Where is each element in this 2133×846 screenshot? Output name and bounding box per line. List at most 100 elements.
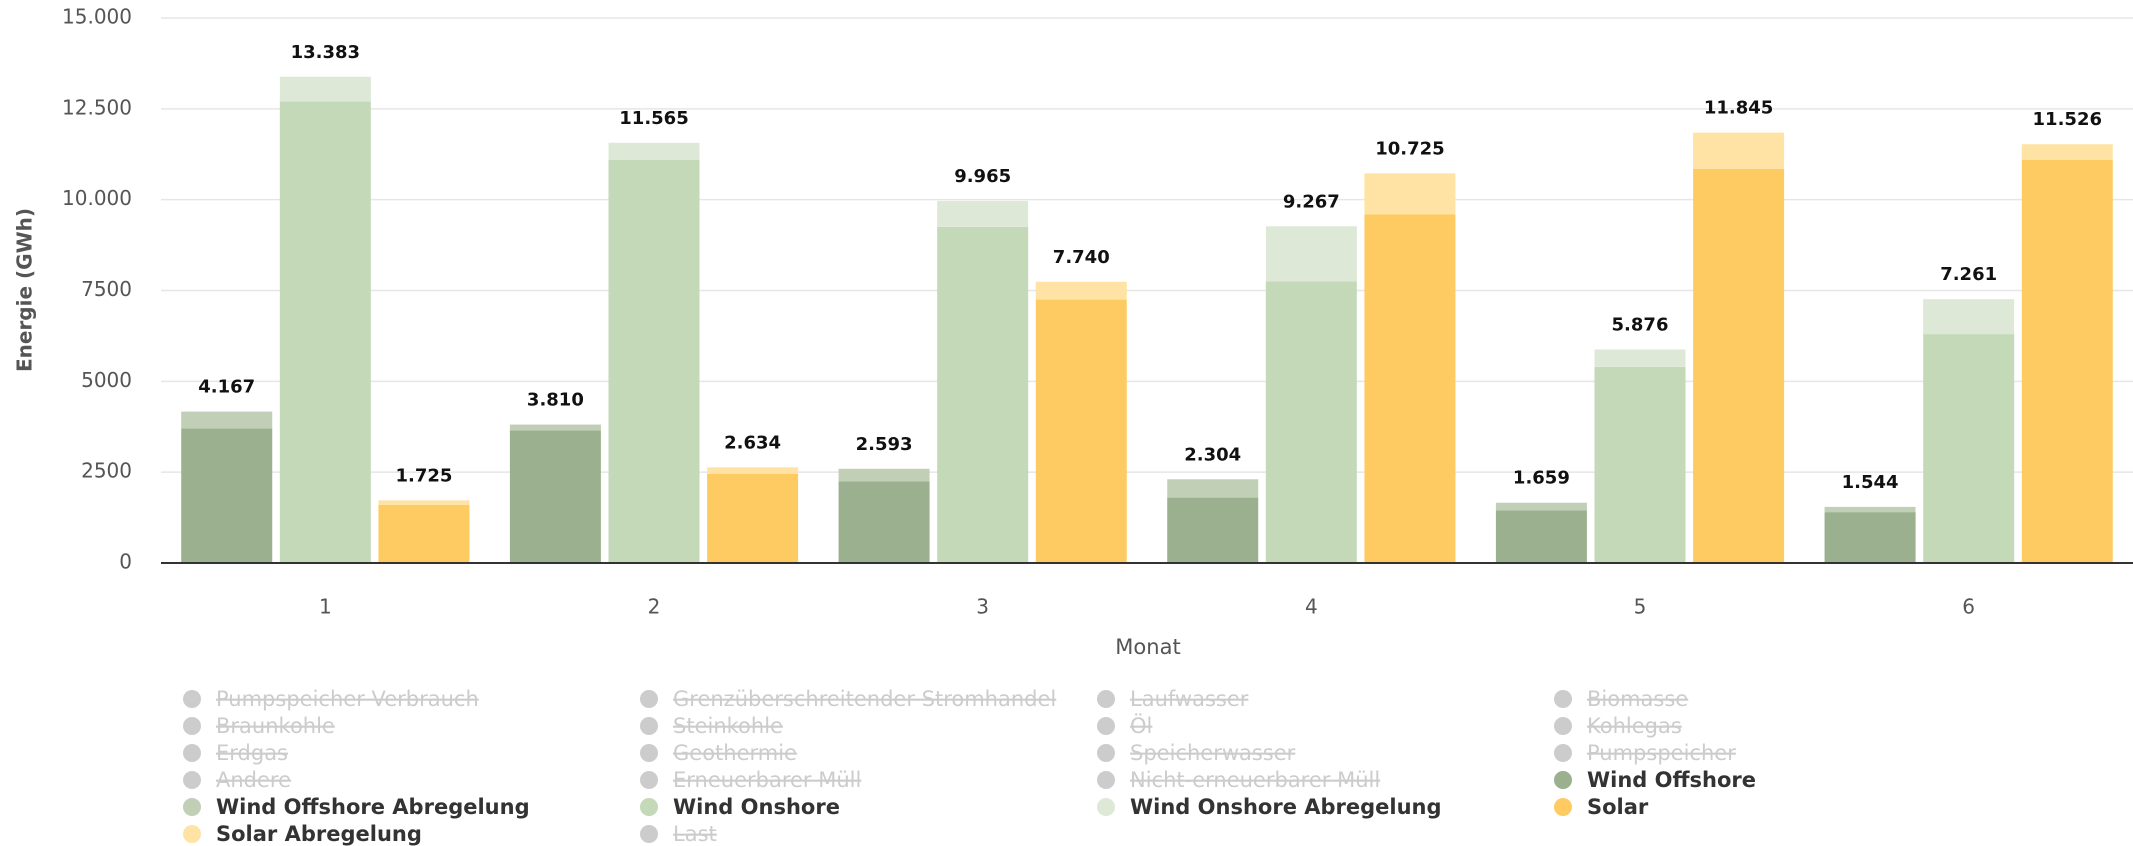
legend-marker (1554, 798, 1572, 816)
legend-label[interactable]: Wind Onshore (673, 795, 840, 819)
bar-segment (1923, 299, 2015, 335)
total-label: 11.526 (2033, 109, 2102, 130)
legend-label[interactable]: Laufwasser (1130, 687, 1249, 711)
total-label: 2.593 (856, 434, 913, 455)
total-label: 1.659 (1513, 468, 1570, 489)
y-tick-label: 12.500 (62, 95, 132, 119)
legend-marker (1554, 690, 1572, 708)
legend-label[interactable]: Erneuerbarer Müll (673, 768, 861, 792)
legend-label[interactable]: Andere (216, 768, 291, 792)
legend-label[interactable]: Wind Offshore Abregelung (216, 795, 530, 819)
x-tick-label: 5 (1634, 595, 1647, 619)
y-tick-label: 15.000 (62, 5, 132, 29)
legend-label[interactable]: Biomasse (1587, 687, 1688, 711)
bar-segment (509, 430, 601, 563)
bar-segment (1364, 173, 1456, 215)
bar-segment (181, 428, 273, 563)
bar-segment (1594, 366, 1686, 563)
legend-label[interactable]: Braunkohle (216, 714, 335, 738)
total-label: 13.383 (291, 42, 360, 63)
x-tick-label: 1 (319, 595, 332, 619)
total-label: 11.565 (619, 108, 688, 129)
total-label: 2.304 (1184, 444, 1241, 465)
bar-segment (937, 200, 1029, 227)
bar-segment (838, 481, 930, 563)
legend-marker (1097, 717, 1115, 735)
bar-segment (1167, 479, 1259, 498)
bar-segment (707, 467, 799, 474)
total-label: 1.544 (1842, 472, 1899, 493)
total-label: 7.740 (1053, 247, 1110, 268)
bar-segment (1824, 512, 1916, 563)
legend-marker (640, 798, 658, 816)
legend-label[interactable]: Erdgas (216, 741, 288, 765)
legend-label[interactable]: Solar Abregelung (216, 822, 422, 846)
total-label: 5.876 (1612, 315, 1669, 336)
bar-segment (181, 411, 273, 429)
bar-segment (1824, 506, 1916, 513)
legend-marker (640, 717, 658, 735)
total-label: 4.167 (198, 377, 255, 398)
total-label: 7.261 (1940, 264, 1997, 285)
bar-segment (608, 159, 700, 563)
bar-segment (1035, 299, 1127, 563)
total-label: 3.810 (527, 390, 584, 411)
legend-marker (183, 798, 201, 816)
bar-segment (2021, 144, 2113, 160)
bar-segment (1594, 349, 1686, 367)
legend-label[interactable]: Öl (1130, 713, 1152, 738)
bar-segment (279, 101, 371, 564)
legend-label[interactable]: Pumpspeicher (1587, 741, 1736, 765)
y-tick-label: 2500 (81, 459, 132, 483)
bar-segment (1923, 334, 2015, 563)
bar-segment (1035, 281, 1127, 300)
legend-marker (640, 744, 658, 762)
legend-marker (1097, 744, 1115, 762)
bar-segment (1364, 214, 1456, 563)
legend-marker (1097, 690, 1115, 708)
legend-label[interactable]: Geothermie (673, 741, 797, 765)
bar-segment (1265, 226, 1357, 282)
y-tick-label: 10.000 (62, 186, 132, 210)
legend-label[interactable]: Wind Onshore Abregelung (1130, 795, 1442, 819)
bar-segment (1265, 281, 1357, 563)
legend-label[interactable]: Steinkohle (673, 714, 783, 738)
x-tick-label: 3 (976, 595, 989, 619)
legend-marker (640, 771, 658, 789)
legend-label[interactable]: Grenzüberschreitender Stromhandel (673, 687, 1056, 711)
legend-label[interactable]: Nicht-erneuerbarer Müll (1130, 768, 1380, 792)
legend-marker (640, 690, 658, 708)
x-tick-label: 4 (1305, 595, 1318, 619)
bar-segment (378, 504, 470, 563)
bar-segment (378, 500, 470, 505)
legend-label[interactable]: Last (673, 822, 717, 846)
bar-segment (279, 76, 371, 102)
legend-label[interactable]: Speicherwasser (1130, 741, 1296, 765)
bar-segment (1693, 132, 1785, 169)
legend-label[interactable]: Wind Offshore (1587, 768, 1756, 792)
total-label: 1.725 (395, 465, 452, 486)
legend-marker (183, 717, 201, 735)
total-label: 11.845 (1704, 98, 1773, 119)
legend-label[interactable]: Pumpspeicher Verbrauch (216, 687, 479, 711)
legend-marker (183, 771, 201, 789)
x-tick-label: 6 (1962, 595, 1975, 619)
y-axis-title: Energie (GWh) (13, 208, 37, 372)
bar-segment (1495, 502, 1587, 511)
legend-marker (1097, 798, 1115, 816)
legend-marker (1554, 771, 1572, 789)
bar-segment (707, 473, 799, 563)
bar-segment (1495, 510, 1587, 563)
legend-label[interactable]: Kohlegas (1587, 714, 1682, 738)
y-tick-label: 0 (119, 550, 132, 574)
legend-marker (1097, 771, 1115, 789)
legend-marker (1554, 744, 1572, 762)
legend-marker (183, 690, 201, 708)
bar-segment (1167, 497, 1259, 563)
total-label: 2.634 (724, 432, 781, 453)
y-tick-label: 7500 (81, 277, 132, 301)
legend-label[interactable]: Solar (1587, 795, 1649, 819)
bar-segment (608, 142, 700, 160)
legend-marker (183, 825, 201, 843)
